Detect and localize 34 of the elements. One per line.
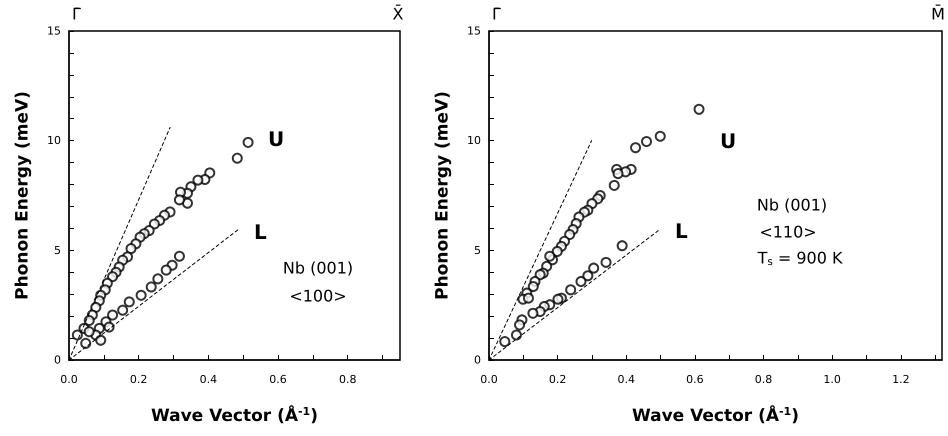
x-tick-label: 0.4 [200, 373, 218, 386]
x-tick-label: 0.0 [480, 373, 498, 386]
y-tick-label: 5 [474, 244, 481, 257]
x-tick-label: 0.0 [60, 373, 78, 386]
x-tick-label: 0.6 [686, 373, 704, 386]
y-tick-label: 15 [467, 24, 481, 38]
y-tick-label: 10 [47, 134, 61, 148]
annotation: U [268, 127, 284, 151]
y-axis-title: Phonon Energy (meV) [432, 91, 452, 300]
x-tick-label: 1.2 [892, 373, 910, 386]
x-tick-label: 0.4 [618, 373, 636, 386]
text: X̄ [392, 4, 404, 24]
y-tick-label: 0 [54, 354, 61, 366]
y-tick-label: 10 [467, 134, 481, 148]
x-tick-label: 0.2 [548, 373, 566, 386]
annotation: Nb (001) [756, 196, 828, 214]
annotation: <110> [759, 222, 817, 242]
annotation: <100> [289, 286, 347, 306]
x-tick-label: 0.6 [269, 373, 287, 386]
x-tick-label: 1.0 [823, 373, 841, 386]
annotation: L [675, 219, 688, 243]
y-tick-label: 5 [54, 244, 61, 257]
x-tick-label: 0.8 [754, 373, 772, 386]
y-tick-label: 15 [47, 24, 61, 38]
text: M̄ [931, 4, 945, 24]
text: Γ̄ [492, 4, 501, 24]
y-axis-title: Phonon Energy (meV) [12, 91, 32, 300]
x-tick-label: 0.2 [130, 373, 148, 386]
annotation: L [254, 220, 267, 244]
x-tick-label: 0.8 [338, 373, 356, 386]
y-tick-label: 0 [474, 354, 481, 366]
annotation: Nb (001) [282, 258, 354, 278]
annotation: U [720, 129, 736, 153]
text: Γ̄ [72, 4, 81, 24]
